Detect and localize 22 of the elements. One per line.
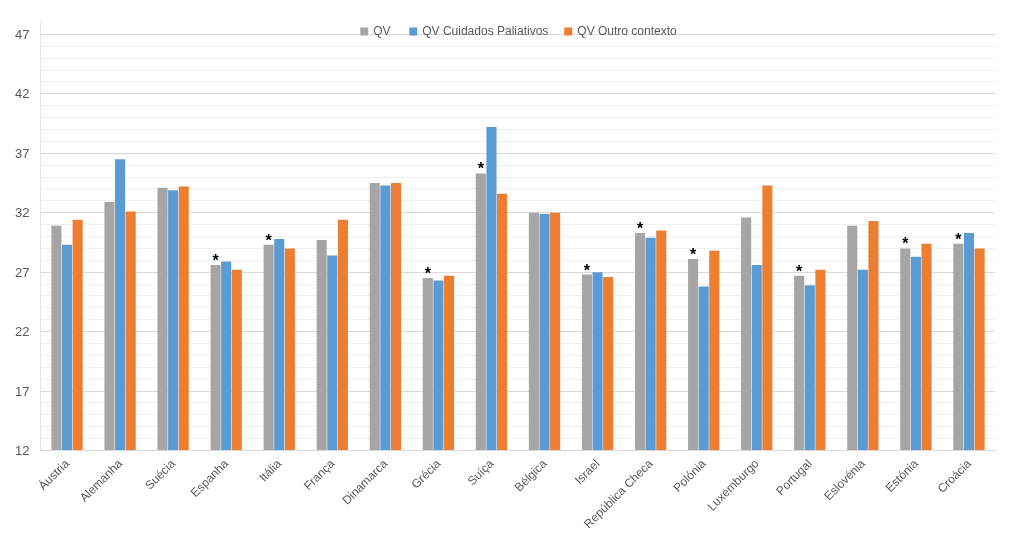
y-tick-label: 12 [15, 443, 30, 458]
annotation: * [902, 235, 910, 253]
legend-label: QV [373, 24, 392, 38]
y-tick-label: 32 [15, 205, 30, 221]
legend-label: QV Cuidados Paliativos [422, 24, 549, 38]
y-tick-label: 47 [15, 26, 30, 42]
annotation: * [583, 261, 591, 279]
annotation: * [212, 252, 220, 270]
y-tick-label: 27 [15, 264, 30, 280]
annotation: * [955, 230, 963, 248]
annotation: * [689, 246, 697, 264]
y-tick-label: 22 [15, 324, 30, 340]
annotation: * [477, 160, 485, 178]
legend-label: QV Outro contexto [577, 24, 677, 38]
annotation: * [636, 219, 644, 237]
annotation: * [424, 265, 432, 283]
y-tick-label: 42 [15, 86, 30, 102]
y-tick-label: 37 [15, 145, 30, 161]
annotation: * [265, 231, 273, 249]
y-tick-label: 17 [15, 383, 30, 399]
annotation: * [796, 262, 804, 280]
x-tick-label: Itália [256, 456, 285, 485]
